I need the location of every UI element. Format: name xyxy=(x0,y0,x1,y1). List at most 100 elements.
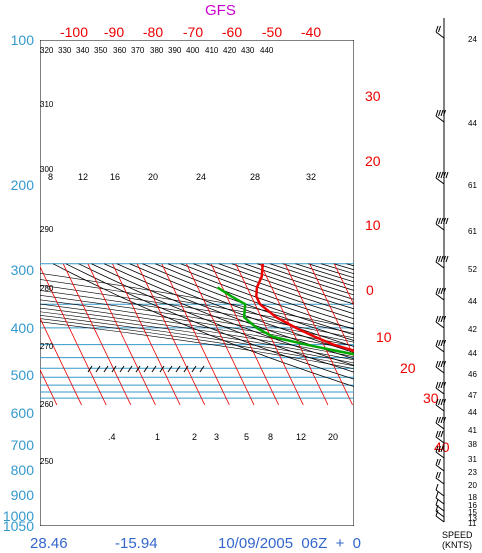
temperature-tick-top: -90 xyxy=(104,24,124,40)
isotherm-line xyxy=(40,265,107,406)
theta-label: 320 xyxy=(40,46,54,55)
dry-adiabat xyxy=(142,263,354,341)
temperature-tick-top: -50 xyxy=(262,24,282,40)
wind-speed-label: 47 xyxy=(468,391,477,400)
sounding-series xyxy=(216,263,354,356)
wind-speed-label: 61 xyxy=(468,227,477,236)
wind-barb xyxy=(435,217,449,231)
temperature-tick-right: 30 xyxy=(365,88,381,104)
moist-adiabat xyxy=(40,321,354,370)
level-tick-mark xyxy=(151,365,157,373)
moist-adiabat xyxy=(40,272,354,329)
wind-barb xyxy=(435,458,445,472)
plot-grid xyxy=(0,40,482,526)
pressure-label: 800 xyxy=(11,462,35,478)
wind-barb xyxy=(435,483,445,497)
wind-speed-label: 23 xyxy=(468,468,477,477)
wind-barb xyxy=(435,255,449,269)
isotherm-line xyxy=(333,263,354,306)
dry-adiabat xyxy=(91,263,354,366)
dry-adiabat xyxy=(333,263,354,271)
theta-label: 280 xyxy=(40,284,54,293)
wind-speed-label: 20 xyxy=(468,481,477,490)
wind-speed-label: 11 xyxy=(468,519,477,528)
temperature-tick-right: 10 xyxy=(376,329,392,345)
mixing-ratio-label-top: 16 xyxy=(110,172,120,182)
isotherm-line xyxy=(40,317,82,406)
isotherm-line xyxy=(186,263,255,406)
isotherm-line xyxy=(136,263,206,406)
dry-adiabat xyxy=(410,264,482,406)
pressure-label: 400 xyxy=(11,320,35,336)
dewpoint-line xyxy=(216,286,354,356)
wind-barb xyxy=(435,315,446,329)
axis-labels: -100 -90 -80 -70 -60 -50 -40302010010203040100… xyxy=(3,24,450,534)
theta-label: 300 xyxy=(40,165,54,174)
pressure-label: 1050 xyxy=(3,518,34,534)
level-tick-mark xyxy=(127,365,133,373)
chart-title: GFS xyxy=(205,2,236,19)
level-tick-mark xyxy=(183,365,189,373)
isotherm-line xyxy=(260,263,329,406)
footer-value-left: 28.46 xyxy=(30,535,68,552)
isotherm-line xyxy=(210,263,279,406)
mixing-ratio-label-bottom: 1 xyxy=(155,432,160,442)
wind-speed-label: 44 xyxy=(468,349,477,358)
pressure-label: 900 xyxy=(11,487,35,503)
isotherm-line xyxy=(0,264,8,405)
moist-adiabat xyxy=(40,294,354,347)
moist-adiabat xyxy=(40,290,354,343)
moist-adiabat xyxy=(40,314,354,364)
theta-label: 350 xyxy=(94,46,108,55)
wind-profile: 24 44 61 61 52 44 42 44 46 47 44 41 38 31 23 20 18161513… xyxy=(435,18,477,550)
temperature-tick-right: 10 xyxy=(365,217,381,233)
wind-barb xyxy=(435,25,445,39)
pressure-label: 1000 xyxy=(3,508,34,524)
wind-speed-label: 61 xyxy=(468,181,477,190)
pressure-label: 100 xyxy=(11,32,35,48)
wind-speed-label: 38 xyxy=(468,440,477,449)
wind-barb xyxy=(435,287,446,301)
isotherm-line xyxy=(284,263,353,406)
wind-barb xyxy=(435,171,449,185)
temperature-tick-right: 40 xyxy=(434,439,450,455)
isotherm-line xyxy=(87,263,156,406)
mixing-ratio-label-bottom: 3 xyxy=(214,432,219,442)
moist-adiabat xyxy=(40,279,354,334)
dry-adiabat xyxy=(52,263,354,387)
theta-label: 310 xyxy=(40,100,54,109)
moist-adiabat xyxy=(40,318,354,367)
moist-adiabat xyxy=(40,303,354,354)
mixing-ratio-label-bottom: 5 xyxy=(244,432,249,442)
temperature-tick-top: -100 xyxy=(60,24,88,40)
level-tick-mark xyxy=(167,365,173,373)
dry-adiabat xyxy=(320,263,354,275)
theta-label: 260 xyxy=(40,400,54,409)
isotherm-line xyxy=(457,264,482,405)
mixing-ratio-label-top: 12 xyxy=(78,172,88,182)
theta-label: 430 xyxy=(241,46,255,55)
theta-label: 250 xyxy=(40,457,54,466)
dry-adiabat xyxy=(423,264,482,406)
pressure-label: 500 xyxy=(11,367,35,383)
dry-adiabat xyxy=(167,263,354,330)
wind-speed-label: 24 xyxy=(468,35,477,44)
level-tick-mark xyxy=(87,365,93,373)
wind-speed-label: 46 xyxy=(468,370,477,379)
wind-speed-label: 42 xyxy=(468,325,477,334)
moist-adiabat xyxy=(40,311,354,361)
speed-axis-label: SPEED xyxy=(442,530,473,540)
temperature-tick-right: 20 xyxy=(365,153,381,169)
dry-adiabat xyxy=(155,263,354,336)
level-tick-mark xyxy=(175,365,181,373)
isotherm-line xyxy=(62,263,132,406)
wind-barb xyxy=(435,445,445,459)
mixing-ratio-label-top: 28 xyxy=(250,172,260,182)
theta-label: 370 xyxy=(131,46,145,55)
wind-barb xyxy=(435,471,445,485)
isotherm-line xyxy=(40,368,58,406)
wind-barb xyxy=(435,339,446,353)
level-tick-mark xyxy=(95,365,101,373)
temperature-tick-top: -70 xyxy=(183,24,203,40)
theta-label: 380 xyxy=(150,46,164,55)
